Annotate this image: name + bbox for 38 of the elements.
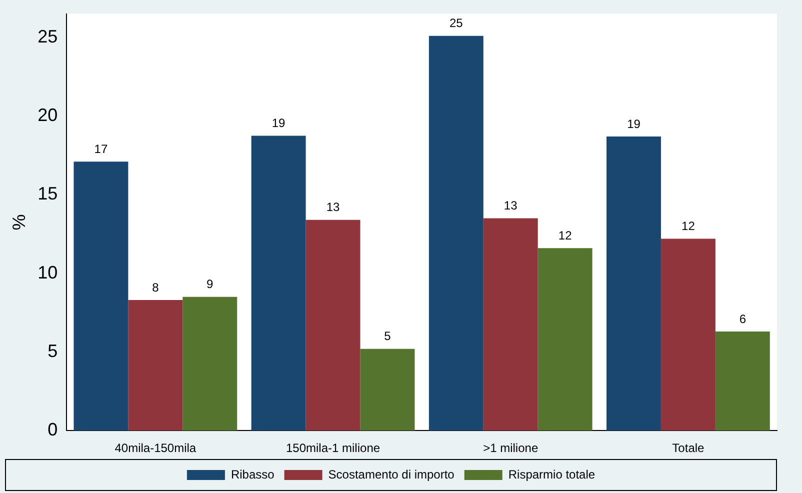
y-tick-label: 5 <box>48 340 58 361</box>
bar <box>483 218 538 431</box>
data-label: 17 <box>94 142 108 156</box>
bar <box>128 300 183 431</box>
legend-label: Risparmio totale <box>508 467 596 482</box>
bar <box>538 248 592 431</box>
data-label: 8 <box>152 280 160 294</box>
y-axis-title: % <box>8 214 29 230</box>
x-tick-label: 150mila-1 milione <box>286 441 380 456</box>
data-label: 5 <box>384 329 392 344</box>
y-tick-label: 0 <box>48 420 58 440</box>
data-label: 12 <box>682 219 696 234</box>
bar <box>715 332 770 431</box>
bar <box>251 136 306 431</box>
bar <box>428 36 484 431</box>
y-tick-label: 10 <box>38 262 58 282</box>
bar <box>306 220 360 431</box>
legend-label: Scostamento di importo <box>328 467 455 482</box>
data-label: 19 <box>272 116 286 130</box>
x-tick-label: Totale <box>672 441 705 456</box>
data-label: 6 <box>739 312 746 326</box>
data-label: 9 <box>206 277 214 292</box>
data-label: 12 <box>558 228 572 242</box>
y-tick-label: 15 <box>38 184 58 204</box>
y-tick-label: 20 <box>38 105 58 126</box>
bar <box>360 348 415 431</box>
x-tick-label: >1 milione <box>483 441 538 456</box>
data-label: 13 <box>326 200 340 214</box>
data-label: 25 <box>449 16 464 30</box>
bar <box>74 162 128 431</box>
data-label: 13 <box>504 198 518 213</box>
bar <box>606 136 661 431</box>
y-tick-label: 25 <box>38 26 58 46</box>
data-label: 19 <box>627 116 641 131</box>
legend-label: Ribasso <box>230 467 275 482</box>
bar <box>660 238 716 431</box>
x-tick-label: 40mila-150mila <box>114 441 196 456</box>
bar <box>182 296 238 431</box>
